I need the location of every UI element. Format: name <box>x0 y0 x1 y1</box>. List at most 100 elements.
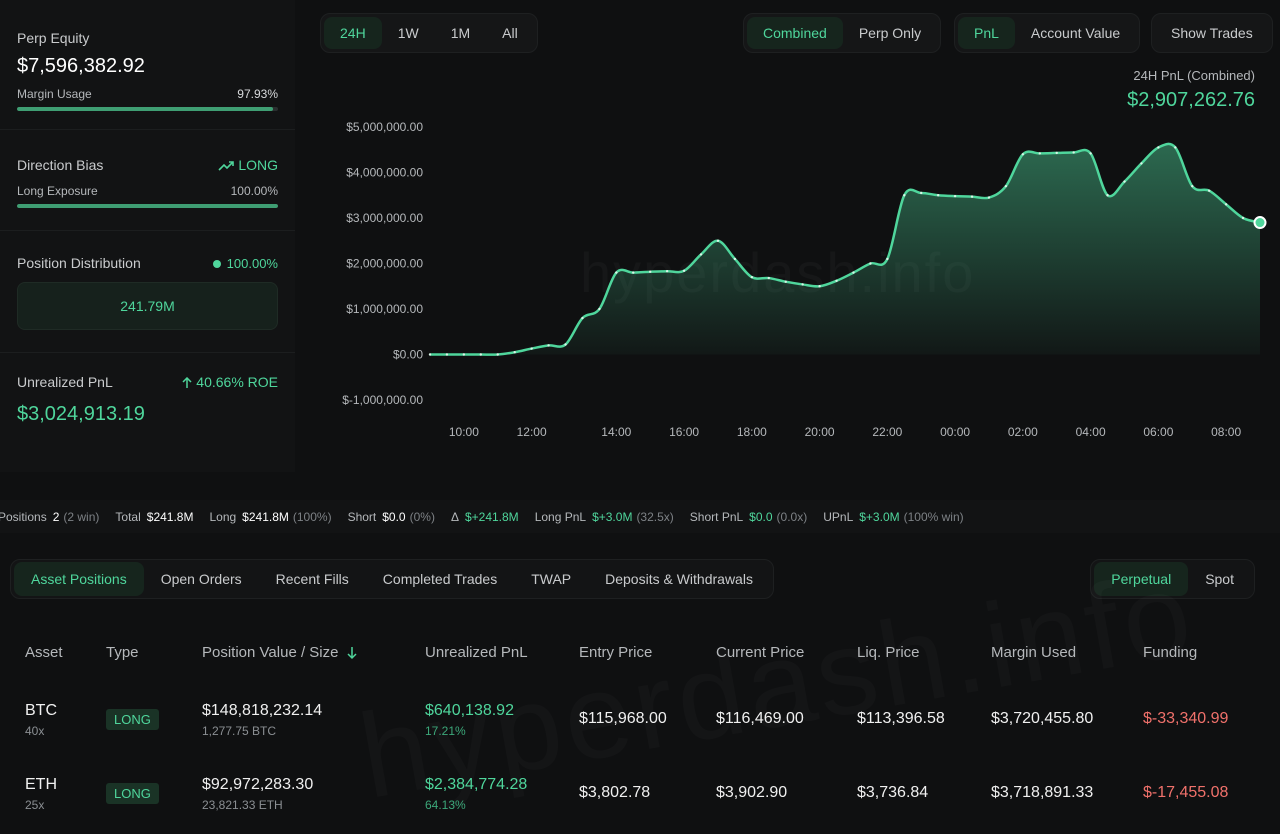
data-point <box>513 351 516 354</box>
positions-summary-strip: Positions 2 (2 win) Total $241.8M Long $241.… <box>0 500 1280 533</box>
data-point <box>936 194 940 197</box>
data-point <box>462 353 466 356</box>
short-pnl-label: Short PnL <box>689 509 744 524</box>
data-point <box>852 271 855 274</box>
data-point <box>716 239 720 242</box>
x-tick-label: 10:00 <box>449 425 479 439</box>
account-value-button[interactable]: Account Value <box>1030 25 1121 41</box>
entry-price: $115,968.00 <box>579 710 667 727</box>
range-24h-button[interactable]: 24H <box>324 17 382 49</box>
unrealized-pnl: $640,138.92 <box>425 702 514 719</box>
data-point <box>970 195 974 198</box>
long-pnl-note: (32.5x) <box>636 509 674 524</box>
pnl-button[interactable]: PnL <box>958 17 1015 49</box>
pnl-area <box>430 143 1260 355</box>
data-point <box>1140 162 1143 165</box>
position-size: 1,277.75 BTC <box>202 724 277 738</box>
data-point <box>953 194 957 198</box>
data-point <box>564 343 567 346</box>
data-point <box>835 279 838 282</box>
perp-equity-section: Perp Equity $7,596,382.92 Margin Usage 9… <box>17 30 278 111</box>
perp-equity-label: Perp Equity <box>17 30 90 46</box>
upnl-label: UPnL <box>823 509 854 524</box>
account-summary-panel: Perp Equity $7,596,382.92 Margin Usage 9… <box>0 0 295 472</box>
col-asset[interactable]: Asset <box>25 644 63 661</box>
upnl-note: (100% win) <box>903 509 964 524</box>
position-size: 23,821.33 ETH <box>202 798 283 812</box>
x-tick-label: 16:00 <box>669 425 699 439</box>
positions-tabs: Asset Positions Open Orders Recent Fills… <box>10 559 774 599</box>
y-tick-label: $1,000,000.00 <box>346 302 423 316</box>
y-tick-label: $4,000,000.00 <box>346 166 423 180</box>
show-trades-button[interactable]: Show Trades <box>1171 25 1253 41</box>
tab-completed-trades[interactable]: Completed Trades <box>382 571 498 587</box>
x-tick-label: 22:00 <box>872 425 902 439</box>
positions-note: (2 win) <box>63 509 100 524</box>
data-point <box>1055 151 1058 155</box>
col-margin-used[interactable]: Margin Used <box>991 644 1077 661</box>
data-point <box>665 270 669 273</box>
short-value: $0.0 <box>382 509 406 524</box>
margin-usage-bar <box>17 107 278 111</box>
data-point <box>1089 152 1092 155</box>
range-selector: 24H 1W 1M All <box>320 13 538 53</box>
data-point <box>1004 184 1008 188</box>
data-point <box>649 270 652 273</box>
col-type[interactable]: Type <box>106 644 139 661</box>
data-point <box>699 253 703 256</box>
unrealized-pnl: $2,384,774.28 <box>425 776 528 793</box>
divider <box>0 352 295 353</box>
long-exposure-label: Long Exposure <box>17 184 98 198</box>
tab-asset-positions[interactable]: Asset Positions <box>14 562 144 596</box>
arrow-up-icon <box>182 377 192 389</box>
pnl-chart[interactable]: $5,000,000.00 $4,000,000.00 $3,000,000.00 $… <box>320 110 1280 450</box>
data-point <box>1224 203 1228 206</box>
delta-value: $+241.8M <box>464 509 519 524</box>
col-entry-price[interactable]: Entry Price <box>579 644 653 661</box>
data-point <box>479 353 483 356</box>
pnl-period-title: 24H PnL (Combined) <box>1133 68 1255 83</box>
col-position-value[interactable]: Position Value / Size <box>202 644 358 661</box>
tab-spot[interactable]: Spot <box>1205 571 1234 587</box>
col-funding[interactable]: Funding <box>1143 644 1198 661</box>
data-point <box>428 353 432 356</box>
type-badge: LONG <box>106 783 159 804</box>
distribution-bar[interactable]: 241.79M <box>17 282 278 330</box>
tab-deposits-withdrawals[interactable]: Deposits & Withdrawals <box>605 571 753 587</box>
data-point <box>1072 151 1075 154</box>
position-value: $148,818,232.14 <box>202 702 323 719</box>
current-point-marker[interactable] <box>1253 216 1267 230</box>
data-point <box>733 257 737 261</box>
long-exposure-bar-fill <box>17 204 278 208</box>
col-liq-price[interactable]: Liq. Price <box>857 644 920 661</box>
data-point <box>818 285 821 288</box>
perp-only-button[interactable]: Perp Only <box>858 25 922 41</box>
tab-perpetual[interactable]: Perpetual <box>1094 562 1189 596</box>
range-1w-button[interactable]: 1W <box>397 25 419 41</box>
direction-bias-value: LONG <box>238 157 278 173</box>
combined-button[interactable]: Combined <box>747 17 843 49</box>
range-all-button[interactable]: All <box>502 25 518 41</box>
tab-recent-fills[interactable]: Recent Fills <box>275 571 349 587</box>
y-tick-label: $5,000,000.00 <box>346 120 423 134</box>
col-current-price[interactable]: Current Price <box>716 644 805 661</box>
data-point <box>1038 152 1041 155</box>
x-tick-label: 20:00 <box>805 425 835 439</box>
col-unrealized-pnl[interactable]: Unrealized PnL <box>425 644 528 661</box>
asset-leverage: 25x <box>25 798 45 812</box>
data-point <box>1123 180 1126 183</box>
tab-twap[interactable]: TWAP <box>531 571 572 587</box>
data-point <box>801 283 804 286</box>
data-point <box>767 276 770 280</box>
perp-equity-value: $7,596,382.92 <box>17 55 145 77</box>
positions-label: Positions <box>0 509 47 524</box>
data-point <box>530 347 533 350</box>
tab-open-orders[interactable]: Open Orders <box>160 571 242 587</box>
liq-price: $113,396.58 <box>857 710 945 727</box>
data-point <box>445 353 449 356</box>
type-badge: LONG <box>106 709 159 730</box>
range-1m-button[interactable]: 1M <box>450 25 471 41</box>
x-tick-label: 02:00 <box>1008 425 1038 439</box>
funding: $-17,455.08 <box>1143 784 1229 801</box>
margin-used: $3,720,455.80 <box>991 710 1094 727</box>
